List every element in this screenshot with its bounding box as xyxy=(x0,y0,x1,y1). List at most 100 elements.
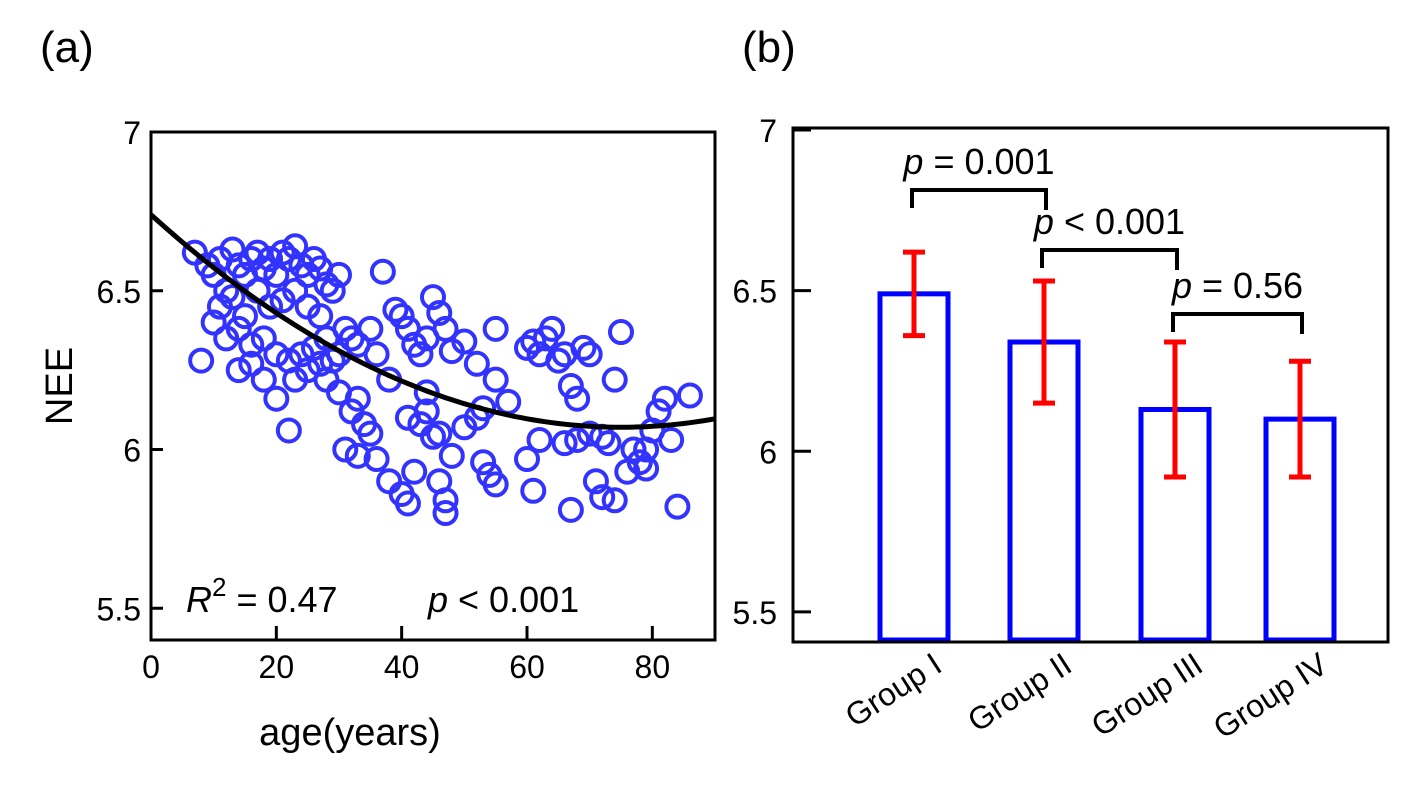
scatter-point xyxy=(382,296,409,323)
scatter-point xyxy=(658,426,685,453)
scatter-point xyxy=(232,303,258,330)
x-tick-label: 20 xyxy=(259,649,295,685)
scatter-point xyxy=(275,417,302,444)
x-category-label: Group IV xyxy=(1207,645,1335,745)
y-axis-label: NEE xyxy=(39,347,81,425)
comparison-bracket xyxy=(910,188,1048,210)
scatter-point xyxy=(545,347,572,374)
scatter-point xyxy=(564,426,591,453)
scatter-point xyxy=(595,430,622,457)
plot-frame-a xyxy=(149,130,717,642)
scatter-point xyxy=(582,468,609,495)
y-tick-label: 6.5 xyxy=(97,274,141,310)
y-tick-label: 6.5 xyxy=(733,274,777,310)
scatter-point xyxy=(250,366,277,393)
scatter-point xyxy=(470,449,497,476)
y-tick-label: 7 xyxy=(759,113,777,149)
scatter-point xyxy=(645,398,672,425)
y-tick-label: 6 xyxy=(123,433,141,469)
scatter-point xyxy=(426,299,453,326)
scatter-point xyxy=(520,328,547,355)
r-symbol: R xyxy=(186,579,212,620)
y-tick-label: 6 xyxy=(759,434,777,470)
y-axis-b: 5.5 6 6.5 7 xyxy=(733,113,811,631)
bars xyxy=(877,249,1337,643)
scatter-point xyxy=(576,341,603,368)
scatter-point xyxy=(313,366,340,393)
scatter-point xyxy=(539,315,566,342)
r-value: = 0.47 xyxy=(226,579,337,620)
y-tick-label: 7 xyxy=(123,115,141,151)
plot-frame-b xyxy=(791,126,1390,644)
scatter-point xyxy=(482,366,509,393)
scatter-point xyxy=(589,484,616,511)
scatter-point xyxy=(426,420,453,447)
scatter-point xyxy=(376,468,403,495)
bar xyxy=(877,291,951,643)
scatter-point xyxy=(451,328,478,355)
p-symbol: p xyxy=(427,579,448,620)
x-tick-label: 60 xyxy=(509,649,545,685)
scatter-point xyxy=(394,490,421,517)
scatter-point xyxy=(257,246,284,272)
x-tick-label: 80 xyxy=(635,649,671,685)
scatter-point xyxy=(495,388,522,415)
r-squared-annotation: R2 = 0.47 xyxy=(186,572,338,620)
scatter-point xyxy=(363,341,390,368)
panel-a-label: (a) xyxy=(40,23,94,72)
scatter-point xyxy=(664,493,691,520)
scatter-point xyxy=(651,385,678,412)
scatter-point xyxy=(238,350,265,377)
scatter-point xyxy=(369,258,396,285)
scatter-point xyxy=(557,373,584,399)
comparisons: p = 0.001 p < 0.001 p = 0.56 xyxy=(902,141,1304,334)
scatter-point xyxy=(263,385,290,412)
scatter-point xyxy=(244,239,271,266)
scatter-point xyxy=(357,420,384,447)
scatter-point xyxy=(438,442,465,469)
error-bar xyxy=(903,249,925,339)
scatter-point xyxy=(263,341,290,368)
scatter-point xyxy=(257,293,284,320)
scatter-point xyxy=(250,325,277,352)
scatter-point xyxy=(633,455,660,482)
r-superscript: 2 xyxy=(212,572,226,602)
scatter-point xyxy=(269,239,296,266)
p-value: < 0.001 xyxy=(448,579,579,620)
fit-curve xyxy=(149,212,716,430)
y-axis-a: 5.5 6 6.5 7 xyxy=(97,115,163,627)
scatter-point xyxy=(219,284,246,311)
scatter-point xyxy=(407,341,434,368)
scatter-point xyxy=(225,357,252,384)
scatter-point xyxy=(388,303,415,330)
scatter-point xyxy=(282,277,309,304)
scatter-point xyxy=(326,261,352,288)
x-tick-label: 40 xyxy=(384,649,420,685)
scatter-point xyxy=(401,458,428,485)
x-category-label: Group III xyxy=(1085,646,1209,744)
error-bar xyxy=(1289,358,1311,480)
scatter-point xyxy=(363,446,390,473)
x-axis-a: 0 20 40 60 80 xyxy=(142,626,670,685)
scatter-point xyxy=(275,246,302,272)
scatter-point xyxy=(482,315,509,342)
comparison-p-value: p = 0.001 xyxy=(902,141,1054,182)
comparison-p-value: p = 0.56 xyxy=(1171,265,1303,306)
scatter-point xyxy=(413,398,440,425)
scatter-point xyxy=(676,382,703,409)
scatter-point xyxy=(238,331,265,358)
scatter-point xyxy=(551,430,578,457)
x-category-label: Group II xyxy=(961,646,1078,739)
scatter-point xyxy=(225,315,252,342)
x-category-label: Group I xyxy=(839,646,948,734)
scatter-point xyxy=(482,471,509,498)
scatter-point xyxy=(526,426,553,453)
y-tick-label: 5.5 xyxy=(97,591,141,627)
scatter-point xyxy=(614,458,641,485)
scatter-point xyxy=(307,350,334,377)
x-axis-label: age(years) xyxy=(259,712,441,754)
scatter-point xyxy=(520,477,547,504)
scatter-point xyxy=(420,284,446,311)
